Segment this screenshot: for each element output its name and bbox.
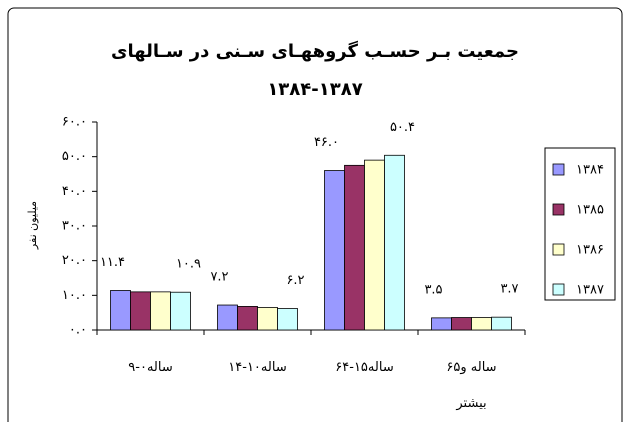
data-label: ۱۱.۴	[100, 255, 125, 270]
y-tick-label: ۲۰.۰	[62, 253, 87, 268]
x-tick-label: ساله۱۰-۱۴	[228, 360, 287, 375]
y-tick-label: ۶۰.۰	[62, 115, 87, 130]
bar	[491, 316, 512, 331]
bar	[431, 317, 452, 331]
bar	[471, 317, 492, 331]
data-label: ۳.۷	[500, 282, 518, 297]
y-axis-label: میلیون نفر	[26, 201, 39, 250]
legend-label: ۱۳۸۷	[576, 283, 604, 298]
x-tick-label: ۶۵ساله و بیشتر	[446, 360, 497, 411]
legend-swatch	[552, 163, 565, 176]
data-label: ۷.۲	[210, 270, 228, 285]
bar	[237, 306, 258, 331]
bar	[110, 290, 131, 331]
y-tick-label: ۳۰.۰	[62, 219, 87, 234]
legend-swatch	[552, 203, 565, 216]
data-label: ۶.۲	[286, 273, 304, 288]
bar	[217, 304, 238, 331]
bar	[257, 307, 278, 331]
legend-swatch	[552, 283, 565, 296]
bar	[344, 164, 365, 331]
y-tick-label: ۰.۰	[69, 323, 87, 338]
bar	[384, 154, 405, 331]
y-tick-label: ۴۰.۰	[62, 184, 87, 199]
data-label: ۳.۵	[424, 282, 442, 297]
x-tick-label: ساله۱۵-۶۴	[335, 360, 394, 375]
bar	[324, 170, 345, 331]
legend-label: ۱۳۸۶	[576, 243, 604, 258]
bar	[130, 291, 151, 331]
bar	[170, 291, 191, 331]
bar	[364, 159, 385, 331]
bar	[451, 317, 472, 331]
data-label: ۴۶.۰	[314, 135, 339, 150]
legend-swatch	[552, 243, 565, 256]
bar	[150, 291, 171, 331]
x-tick-label: ساله۰-۹	[128, 360, 173, 375]
data-label: ۱۰.۹	[176, 257, 201, 272]
legend-label: ۱۳۸۴	[576, 163, 604, 178]
bar	[277, 308, 298, 331]
chart-subtitle: ۱۳۸۴-۱۳۸۷	[267, 79, 362, 100]
chart-title: جمعیت بـر حسـب گروههـای سـنی در سـالهای	[111, 40, 519, 62]
y-tick-label: ۵۰.۰	[62, 149, 87, 164]
data-label: ۵۰.۴	[390, 120, 415, 135]
y-tick-label: ۱۰.۰	[62, 288, 87, 303]
legend-label: ۱۳۸۵	[576, 203, 604, 218]
chart-frame	[7, 7, 623, 422]
